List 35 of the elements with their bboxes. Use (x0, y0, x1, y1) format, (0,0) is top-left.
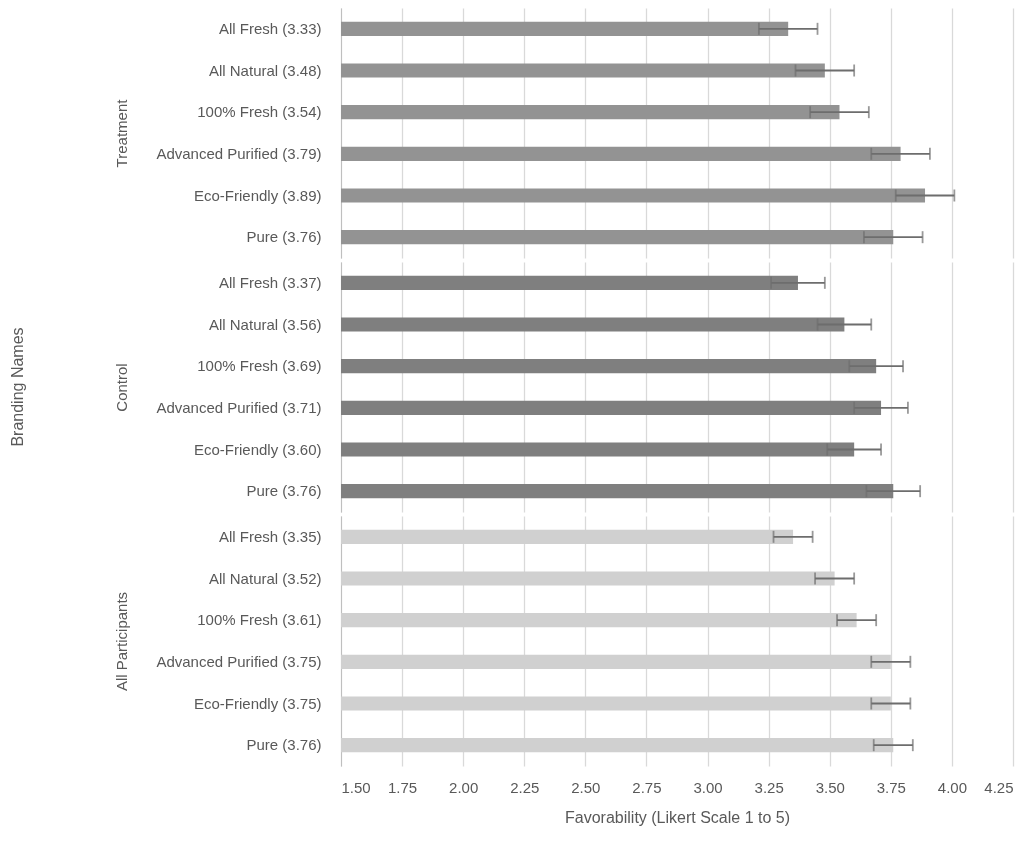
y-axis-title: All Participants (113, 591, 131, 692)
x-tick-label: 1.50 (341, 778, 371, 796)
y-tick-label: Advanced Purified (3.71) (156, 398, 322, 416)
y-tick-label: Advanced Purified (3.75) (156, 652, 322, 670)
y-tick-label: Eco-Friendly (3.89) (193, 186, 322, 204)
x-tick-label: 1.75 (387, 778, 418, 796)
text: Branding Names (9, 327, 26, 447)
y-tick-label: Pure (3.76) (246, 228, 322, 246)
y-tick-label: All Natural (3.48) (208, 61, 322, 79)
y-tick-label: All Fresh (3.37) (218, 273, 322, 291)
y-tick-label: All Natural (3.56) (208, 315, 322, 333)
y-tick-label: Eco-Friendly (3.60) (193, 440, 322, 458)
x-tick-label: 2.50 (571, 778, 601, 796)
x-tick-label: 2.75 (632, 778, 662, 796)
y-tick-label: Pure (3.76) (246, 736, 322, 754)
y-tick-label: 100% Fresh (3.61) (197, 611, 322, 629)
y-tick-label: All Fresh (3.33) (218, 19, 322, 37)
y-tick-label: 100% Fresh (3.54) (197, 103, 322, 121)
x-axis-title: Favorability (Likert Scale 1 to 5) (565, 808, 790, 826)
y-tick-label: Advanced Purified (3.79) (156, 144, 322, 162)
y-tick-label: All Fresh (3.35) (218, 527, 322, 545)
y-axis-title: Treatment (113, 98, 131, 168)
y-tick-label: Pure (3.76) (246, 482, 322, 500)
y-tick-label: 100% Fresh (3.69) (197, 357, 322, 375)
x-tick-label: 4.00 (937, 778, 968, 796)
x-tick-label: 3.25 (754, 778, 784, 796)
x-tick-label: 4.25 (984, 778, 1014, 796)
x-tick-label: 3.50 (815, 778, 845, 796)
x-tick-label: 2.25 (510, 778, 540, 796)
y-tick-label: Eco-Friendly (3.75) (193, 694, 322, 712)
y-axis-title: Control (113, 363, 131, 412)
x-tick-label: 2.00 (449, 778, 479, 796)
y-tick-label: All Natural (3.52) (208, 569, 322, 587)
x-tick-label: 3.00 (693, 778, 723, 796)
x-tick-label: 3.75 (876, 778, 906, 796)
